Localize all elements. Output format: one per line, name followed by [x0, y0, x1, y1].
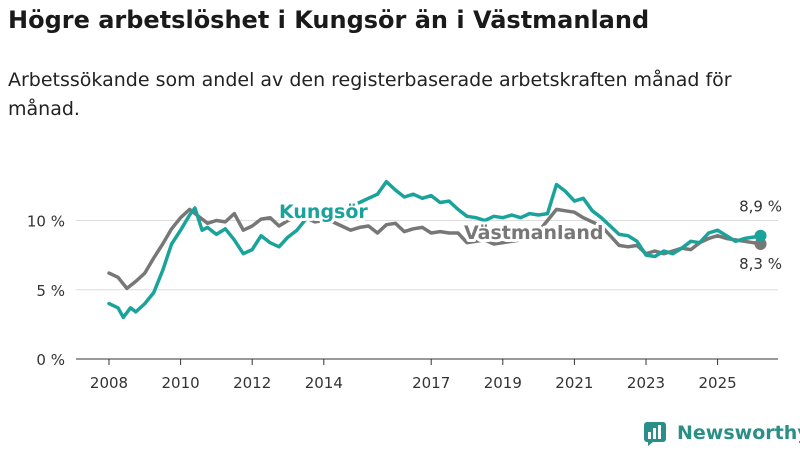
x-tick-label: 2021 [555, 374, 593, 392]
brand-name: Newsworthy [677, 422, 800, 444]
end-point-kungsor [754, 229, 767, 242]
y-tick-label: 5 % [36, 282, 65, 300]
y-tick-label: 10 % [27, 213, 65, 231]
series-line-kungsor [107, 179, 763, 320]
x-tick-label: 2014 [305, 374, 343, 392]
series-label-kungsor: Kungsör [279, 201, 368, 223]
end-point-vastmanland [754, 238, 767, 251]
series-label-vastmanland: Västmanland [464, 222, 604, 244]
chart-title: Högre arbetslöshet i Kungsör än i Västma… [8, 6, 650, 34]
x-tick-label: 2008 [90, 374, 128, 392]
x-tick-label: 2012 [233, 374, 271, 392]
end-value-kungsor: 8,9 % [739, 198, 782, 216]
newsworthy-logo: Newsworthy [644, 419, 800, 447]
end-values: 8,3 % 8,9 % [739, 198, 782, 273]
x-tick-label: 2010 [162, 374, 200, 392]
x-tick-label: 2019 [484, 374, 522, 392]
x-tick-label: 2023 [627, 374, 665, 392]
end-value-vastmanland: 8,3 % [739, 255, 782, 273]
x-tick-label: 2017 [412, 374, 450, 392]
x-axis-ticks: 2008 2010 2012 2014 2017 2019 2021 2023 2025 [90, 359, 737, 392]
y-tick-label: 0 % [36, 351, 65, 369]
series-lines [107, 179, 763, 320]
y-axis-ticks: 0 % 5 % 10 % [27, 213, 65, 370]
chart-subtitle: Arbetssökande som andel av den registerb… [8, 69, 732, 120]
series-labels: Kungsör Västmanland [276, 198, 607, 247]
series-line-vastmanland [107, 207, 763, 291]
x-tick-label: 2025 [699, 374, 737, 392]
gridlines [76, 220, 778, 360]
newsworthy-logo-icon [644, 422, 666, 446]
